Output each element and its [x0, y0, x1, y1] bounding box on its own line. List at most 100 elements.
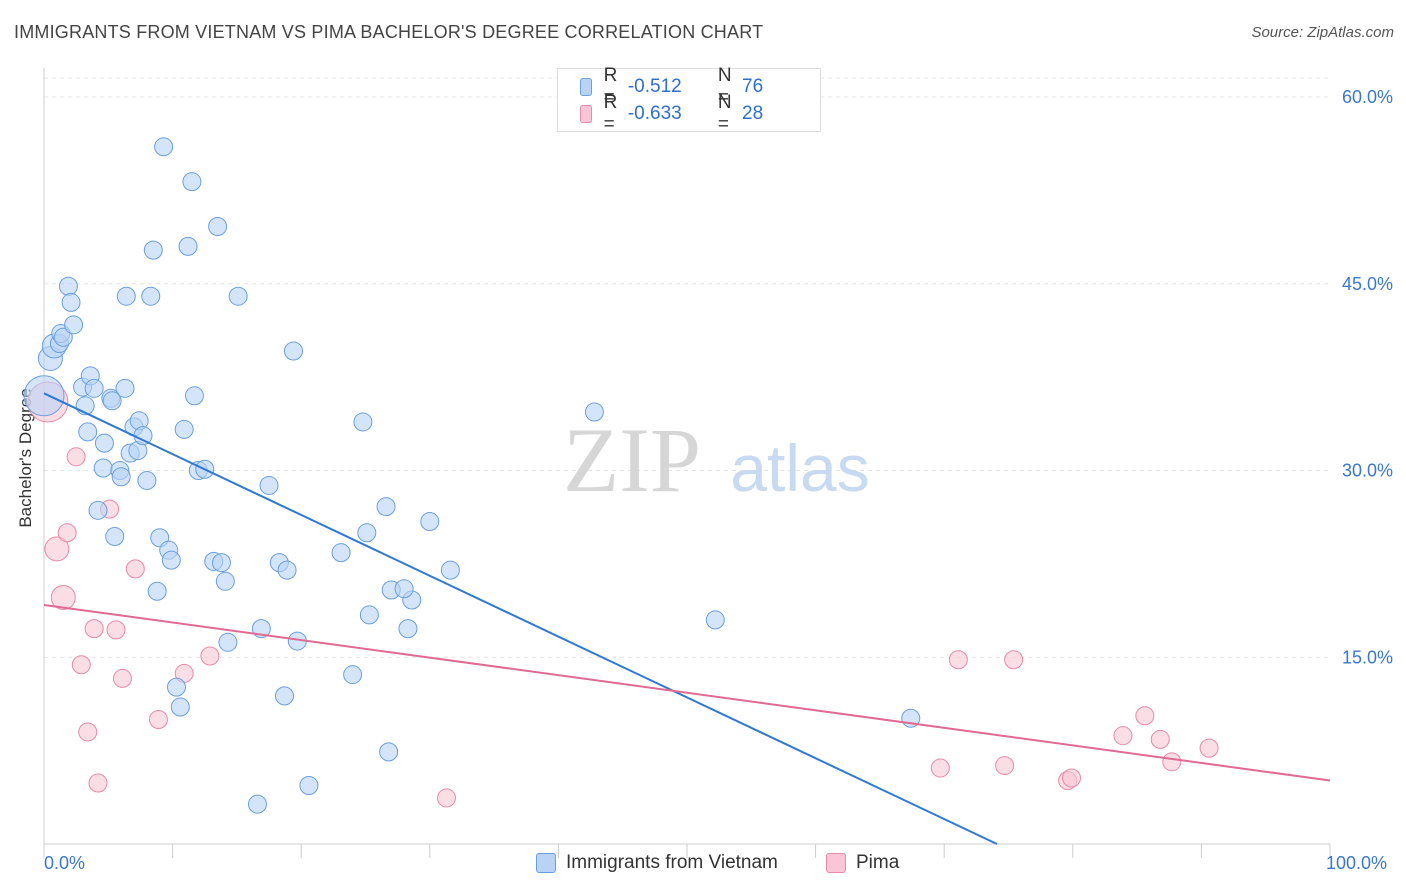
vietnam-point — [53, 327, 73, 347]
vietnam-point — [208, 216, 228, 236]
n-label: N = — [717, 92, 732, 135]
pima-point — [948, 650, 968, 670]
legend-row-vietnam: R = -0.512 N = 76 — [580, 65, 820, 108]
pima-point — [1113, 726, 1133, 746]
pima-point — [930, 758, 950, 778]
vietnam-point — [259, 475, 279, 495]
vietnam-point — [88, 500, 108, 520]
vietnam-point — [705, 610, 725, 630]
y-tick-label: 15.0% — [1342, 647, 1393, 667]
r-label: R = — [603, 65, 618, 108]
vietnam-point — [283, 341, 303, 361]
pima-swatch — [580, 105, 592, 123]
vietnam-point — [353, 412, 373, 432]
pima-point — [437, 788, 457, 808]
pima-point — [1004, 650, 1024, 670]
y-tick-labels: 15.0% 30.0% 45.0% 60.0% — [1342, 87, 1393, 667]
series-legend: Immigrants from Vietnam Pima — [0, 852, 1406, 876]
vietnam-point — [584, 402, 604, 422]
vietnam-point — [211, 553, 231, 573]
vietnam-point — [299, 775, 319, 795]
vietnam-point — [277, 560, 297, 580]
legend-label-vietnam: Immigrants from Vietnam — [566, 852, 778, 873]
watermark: ZIP atlas — [563, 409, 870, 511]
pima-point — [148, 710, 168, 729]
pima-point — [88, 773, 108, 793]
stats-legend: R = -0.512 N = 76 R = -0.633 N = 28 — [557, 65, 821, 135]
source-note: Source: ZipAtlas.com — [1251, 24, 1394, 41]
vietnam-point — [218, 632, 238, 652]
vietnam-point — [440, 560, 460, 580]
trend-lines — [43, 392, 1331, 845]
pima-legend-swatch — [826, 853, 846, 873]
y-tick-label: 30.0% — [1342, 461, 1393, 481]
vietnam-point — [379, 742, 399, 762]
vietnam-swatch — [580, 78, 592, 96]
vietnam-point — [331, 543, 351, 563]
chart-title: IMMIGRANTS FROM VIETNAM VS PIMA BACHELOR… — [14, 22, 764, 42]
vietnam-point — [376, 497, 396, 517]
vietnam-legend-swatch — [536, 853, 556, 873]
vietnam-point — [64, 315, 84, 335]
r-value: -0.512 — [627, 76, 682, 97]
legend-row-pima: R = -0.633 N = 28 — [580, 92, 820, 135]
vietnam-point — [184, 386, 204, 406]
axes — [43, 68, 1331, 858]
legend-label-pima: Pima — [856, 852, 900, 873]
vietnam-point — [61, 292, 81, 312]
y-tick-label: 45.0% — [1342, 274, 1393, 294]
y-tick-label: 60.0% — [1342, 87, 1393, 107]
vietnam-point — [215, 571, 235, 591]
vietnam-point — [78, 422, 98, 442]
pima-point — [44, 536, 70, 562]
watermark-zip: ZIP — [563, 409, 701, 511]
vietnam-point — [178, 236, 198, 256]
pima-point — [66, 447, 86, 467]
vietnam-point — [133, 426, 153, 446]
vietnam-point — [154, 137, 174, 157]
vietnam-point — [174, 419, 194, 439]
x-tick-label-max: 100.0% — [1326, 853, 1388, 873]
r-label: R = — [603, 92, 618, 135]
vietnam-point — [93, 458, 113, 478]
pima-point — [106, 620, 126, 640]
legend-item-pima[interactable]: Pima — [826, 852, 899, 874]
pima-point — [84, 619, 104, 639]
vietnam-point — [105, 526, 125, 546]
pima-point — [50, 584, 76, 610]
r-value: -0.633 — [627, 103, 682, 124]
n-value: 76 — [742, 76, 764, 97]
pima-point — [1199, 738, 1219, 758]
vietnam-point — [170, 697, 190, 717]
vietnam-point — [420, 512, 440, 532]
pima-point — [1162, 752, 1182, 772]
pima-point — [78, 722, 98, 742]
pima-point — [112, 668, 132, 688]
vietnam-point — [398, 619, 418, 639]
vietnam-point — [116, 286, 136, 306]
grid-lines — [44, 77, 1330, 658]
pima-trend-line — [43, 603, 1331, 782]
pima-point — [125, 559, 145, 579]
pima-point — [1062, 768, 1082, 788]
vietnam-point — [141, 286, 161, 306]
pima-point — [1135, 706, 1155, 726]
pima-point — [995, 756, 1015, 776]
vietnam-trend-line — [43, 392, 998, 845]
vietnam-point — [84, 378, 104, 398]
vietnam-point — [23, 375, 65, 417]
pima-point — [71, 655, 91, 675]
vietnam-point — [94, 433, 114, 453]
vietnam-points — [23, 137, 921, 814]
x-tick-label-min: 0.0% — [44, 853, 86, 873]
pima-point — [1150, 729, 1170, 749]
legend-item-vietnam[interactable]: Immigrants from Vietnam — [536, 852, 778, 874]
vietnam-point — [359, 605, 379, 625]
pima-point — [57, 523, 77, 543]
vietnam-point — [115, 378, 135, 398]
pima-point — [200, 646, 220, 666]
vietnam-point — [58, 276, 78, 296]
vietnam-point — [137, 470, 157, 490]
vietnam-point — [147, 581, 167, 601]
